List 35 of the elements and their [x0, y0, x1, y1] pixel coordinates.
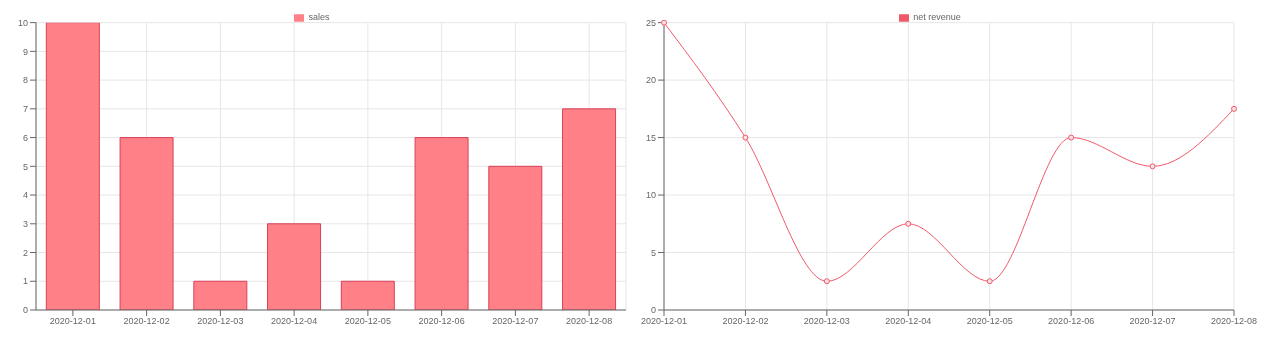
x-tick-label: 2020-12-02	[722, 316, 769, 327]
x-tick-label: 2020-12-08	[566, 316, 613, 327]
y-tick-label: 7	[22, 104, 28, 115]
x-tick-label: 2020-12-06	[1048, 316, 1095, 327]
legend-label: sales	[308, 12, 330, 22]
y-tick-label: 15	[645, 132, 656, 143]
x-tick-label: 2020-12-01	[49, 316, 96, 327]
x-tick-label: 2020-12-07	[492, 316, 539, 327]
y-tick-label: 4	[22, 190, 28, 201]
x-tick-label: 2020-12-06	[418, 316, 465, 327]
y-tick-label: 5	[650, 247, 656, 258]
y-tick-label: 0	[650, 305, 656, 316]
y-tick-label: 0	[22, 305, 28, 316]
y-tick-label: 25	[645, 17, 656, 28]
y-tick-label: 20	[645, 75, 656, 86]
x-tick-label: 2020-12-05	[344, 316, 391, 327]
y-tick-label: 5	[22, 161, 28, 172]
y-tick-label: 10	[645, 190, 656, 201]
x-tick-label: 2020-12-01	[640, 316, 688, 327]
x-tick-label: 2020-12-03	[803, 316, 850, 327]
y-tick-label: 2	[22, 247, 28, 258]
x-tick-label: 2020-12-02	[123, 316, 170, 327]
y-tick-label: 8	[22, 75, 28, 86]
x-tick-label: 2020-12-05	[966, 316, 1013, 327]
y-tick-label: 6	[22, 132, 28, 143]
y-tick-label: 1	[22, 276, 28, 287]
y-tick-label: 9	[22, 46, 28, 57]
x-tick-label: 2020-12-03	[197, 316, 244, 327]
x-tick-label: 2020-12-08	[1210, 316, 1258, 327]
y-tick-label: 3	[22, 218, 28, 229]
legend-label: net revenue	[913, 12, 961, 22]
x-tick-label: 2020-12-07	[1129, 316, 1176, 327]
y-tick-label: 10	[17, 17, 28, 28]
x-tick-label: 2020-12-04	[271, 316, 318, 327]
x-tick-label: 2020-12-04	[885, 316, 932, 327]
